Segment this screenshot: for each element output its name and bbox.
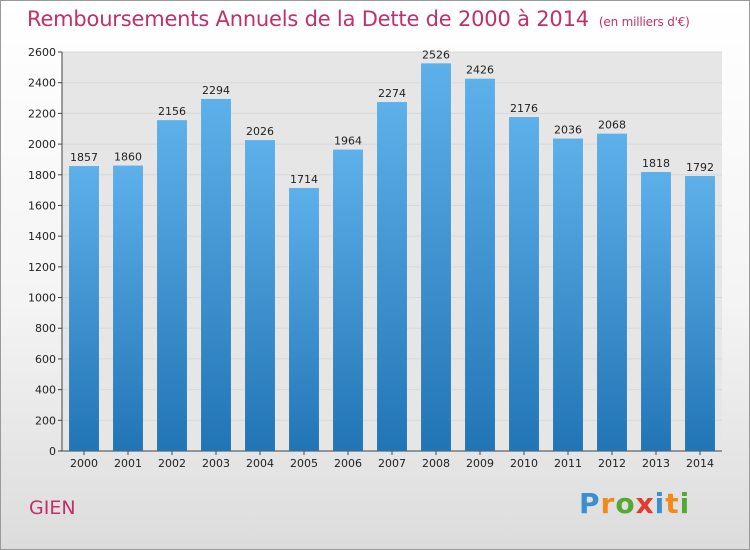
- x-tick-label: 2000: [70, 457, 98, 470]
- y-tick-label: 2200: [28, 107, 56, 120]
- y-tick-label: 2000: [28, 138, 56, 151]
- bar: [157, 120, 187, 451]
- bar: [289, 187, 319, 451]
- y-tick-label: 400: [35, 384, 56, 397]
- bar: [245, 140, 275, 452]
- bar: [553, 138, 583, 451]
- bar: [685, 175, 715, 451]
- x-tick-label: 2001: [114, 457, 142, 470]
- logo-letter: r: [600, 487, 616, 520]
- bar: [333, 149, 363, 451]
- data-label: 2526: [422, 48, 450, 61]
- bar: [641, 172, 671, 451]
- bar: [509, 117, 539, 452]
- y-tick-label: 800: [35, 322, 56, 335]
- logo-letter: x: [635, 487, 655, 520]
- y-tick-label: 0: [49, 445, 56, 458]
- city-name: GIEN: [29, 497, 76, 519]
- data-label: 2156: [158, 105, 186, 118]
- chart-title-text: Remboursements Annuels de la Dette de 20…: [27, 7, 589, 31]
- x-tick-label: 2007: [378, 457, 406, 470]
- y-tick-label: 1600: [28, 199, 56, 212]
- x-tick-label: 2013: [642, 457, 670, 470]
- logo-letter: t: [665, 487, 680, 520]
- x-tick-label: 2010: [510, 457, 538, 470]
- y-tick-label: 1400: [28, 230, 56, 243]
- data-label: 2176: [510, 102, 538, 115]
- x-tick-label: 2011: [554, 457, 582, 470]
- data-label: 2426: [466, 64, 494, 77]
- y-tick-label: 2600: [28, 46, 56, 59]
- logo-letter: i: [654, 487, 666, 520]
- chart-title: Remboursements Annuels de la Dette de 20…: [27, 7, 690, 31]
- x-tick-label: 2009: [466, 457, 494, 470]
- data-label: 2036: [554, 124, 582, 137]
- x-tick-label: 2012: [598, 457, 626, 470]
- x-tick-label: 2003: [202, 457, 230, 470]
- x-tick-label: 2005: [290, 457, 318, 470]
- data-label: 2274: [378, 87, 406, 100]
- y-tick-label: 1800: [28, 169, 56, 182]
- bar: [421, 63, 451, 452]
- data-label: 1860: [114, 151, 142, 164]
- logo-letter: o: [615, 487, 636, 520]
- logo-letter: P: [579, 487, 601, 520]
- x-tick-label: 2002: [158, 457, 186, 470]
- bar: [69, 166, 99, 452]
- chart-subtitle: (en milliers d'€): [598, 15, 690, 29]
- bar: [201, 98, 231, 451]
- y-tick-label: 2400: [28, 77, 56, 90]
- y-tick-label: 600: [35, 353, 56, 366]
- bar: [113, 165, 143, 452]
- proxiti-logo: Proxiti: [579, 487, 690, 520]
- data-label: 2294: [202, 84, 230, 97]
- y-tick-label: 1000: [28, 292, 56, 305]
- data-label: 1792: [686, 161, 714, 174]
- data-label: 2026: [246, 125, 274, 138]
- x-tick-label: 2008: [422, 457, 450, 470]
- bar: [377, 102, 407, 451]
- data-label: 1714: [290, 173, 318, 186]
- x-tick-label: 2014: [686, 457, 714, 470]
- data-label: 1857: [70, 151, 98, 164]
- x-tick-label: 2006: [334, 457, 362, 470]
- bar: [597, 133, 627, 451]
- bar: [465, 78, 495, 452]
- logo-letter: i: [679, 487, 691, 520]
- data-label: 1964: [334, 135, 362, 148]
- data-label: 2068: [598, 119, 626, 132]
- data-label: 1818: [642, 157, 670, 170]
- y-tick-label: 1200: [28, 261, 56, 274]
- x-tick-label: 2004: [246, 457, 274, 470]
- y-tick-label: 200: [35, 414, 56, 427]
